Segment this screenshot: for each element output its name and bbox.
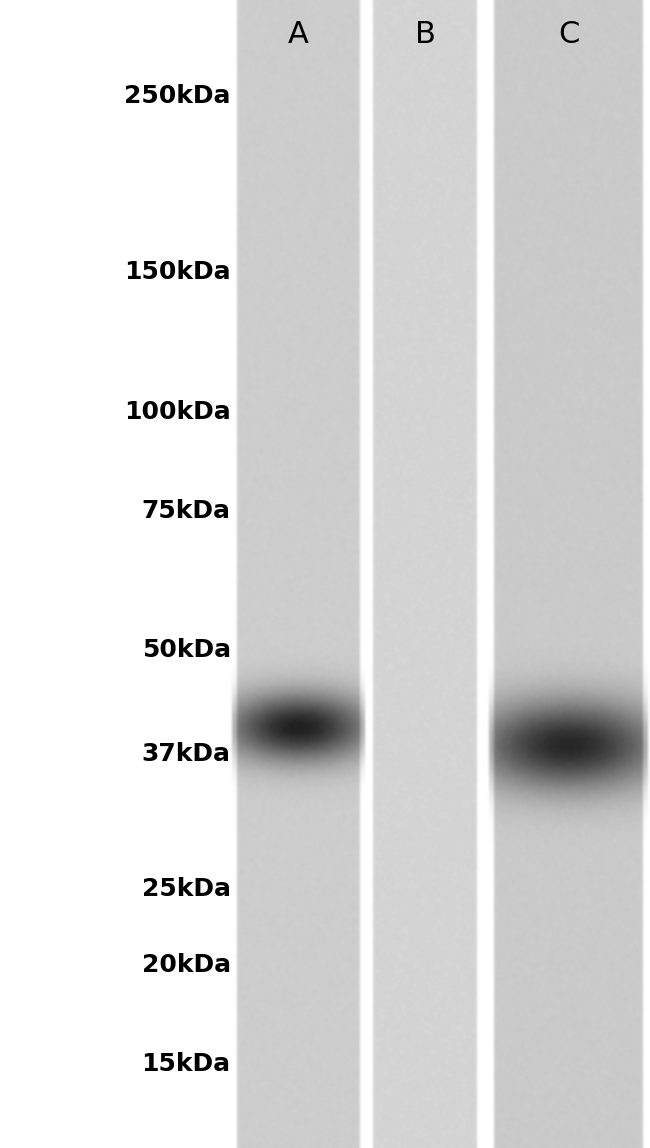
Text: 50kDa: 50kDa	[142, 638, 231, 662]
Text: 250kDa: 250kDa	[124, 85, 231, 108]
Text: A: A	[288, 20, 309, 49]
Text: 37kDa: 37kDa	[142, 742, 231, 766]
Text: B: B	[415, 20, 436, 49]
Text: 25kDa: 25kDa	[142, 877, 231, 900]
Text: 15kDa: 15kDa	[142, 1053, 231, 1077]
Text: 75kDa: 75kDa	[142, 498, 231, 522]
Text: 100kDa: 100kDa	[124, 400, 231, 424]
Text: C: C	[558, 20, 579, 49]
Text: 20kDa: 20kDa	[142, 953, 231, 977]
Text: 150kDa: 150kDa	[124, 261, 231, 285]
